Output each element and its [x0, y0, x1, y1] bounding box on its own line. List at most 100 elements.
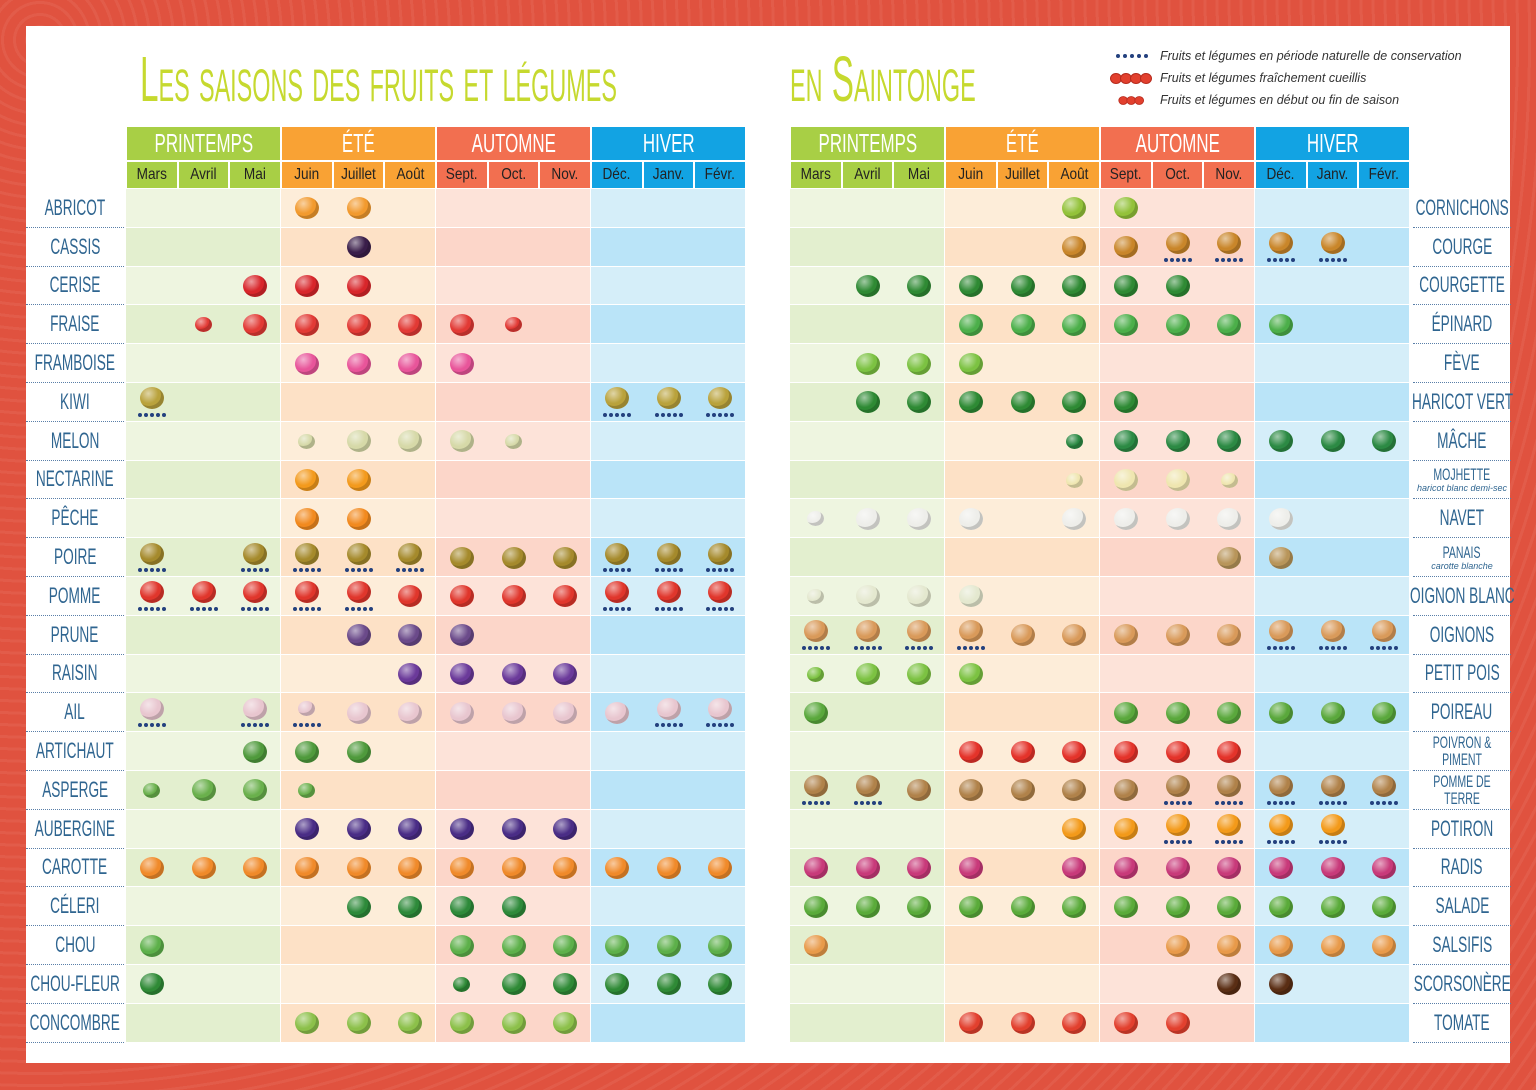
strawberry-icon: [346, 313, 371, 336]
cherry-icon: [346, 275, 371, 297]
produce-name: Ail: [64, 699, 86, 725]
melon-icon: [505, 433, 522, 449]
leek-icon: [1217, 701, 1242, 724]
row-label: Asperge: [26, 771, 124, 810]
pepper-icon: [1217, 740, 1242, 763]
zucchini-icon: [855, 275, 880, 297]
conservation-dots-icon: [654, 568, 683, 572]
row-label: Chou-fleur: [26, 965, 124, 1004]
apple-icon: [139, 581, 164, 604]
row-label: Kiwi: [26, 383, 124, 422]
onion-icon: [803, 620, 828, 643]
green-bean-icon: [1113, 391, 1138, 414]
season-band: [1100, 577, 1254, 616]
garlic-icon: [449, 701, 474, 724]
season-band: [126, 654, 280, 694]
cauliflower-icon: [708, 973, 733, 996]
month-header: Juillet: [333, 162, 384, 188]
pear-icon: [708, 542, 733, 565]
season-label: AUTOMNE: [471, 128, 556, 158]
pear-icon: [656, 542, 681, 565]
eggplant-icon: [501, 818, 526, 841]
kiwi-icon: [604, 387, 629, 410]
conservation-dots-icon: [344, 606, 373, 611]
season-label: HIVER: [642, 128, 695, 158]
melon-icon: [346, 430, 371, 453]
produce-name: Potiron: [1430, 815, 1494, 841]
leek-icon: [1372, 701, 1397, 724]
strawberry-icon: [398, 313, 423, 336]
conservation-dots-icon: [1163, 839, 1192, 844]
parsnip-icon: [1217, 546, 1242, 569]
cherry-icon: [243, 275, 268, 297]
month-label: Mai: [908, 166, 931, 183]
celery-icon: [449, 895, 474, 918]
potato-icon: [1062, 779, 1087, 802]
pepper-icon: [958, 740, 983, 763]
month-header: Févr.: [1359, 162, 1409, 188]
produce-name: Oignon blanc: [1409, 582, 1515, 608]
month-label: Mai: [244, 166, 267, 183]
conservation-dots-icon: [241, 568, 270, 572]
strawberry-icon: [243, 313, 268, 336]
garlic-icon: [604, 701, 629, 724]
pear-icon: [604, 542, 629, 565]
season-band: [281, 926, 435, 965]
produce-name: Mâche: [1437, 427, 1487, 453]
pepper-icon: [1010, 740, 1035, 763]
white-bean-icon: [1165, 469, 1190, 491]
cauliflower-icon: [453, 976, 471, 992]
carrot-icon: [398, 857, 423, 879]
conservation-dots-icon: [1266, 645, 1295, 650]
season-band: [591, 1003, 745, 1043]
row-label: Salade: [1413, 887, 1511, 927]
produce-name: Radis: [1441, 854, 1483, 880]
season-band: [1255, 577, 1409, 616]
conservation-dots-icon: [1318, 257, 1347, 262]
potato-icon: [1268, 775, 1293, 798]
pear-icon: [294, 542, 319, 565]
cauliflower-icon: [553, 973, 578, 996]
zucchini-icon: [907, 275, 932, 297]
row-label: Oignon blanc: [1410, 577, 1514, 616]
month-label: Juillet: [341, 166, 376, 183]
garlic-icon: [656, 697, 681, 720]
season-header-3: HIVER: [1256, 127, 1409, 160]
season-band: [1100, 344, 1254, 383]
month-label: Sept.: [1109, 166, 1142, 183]
season-band: [945, 538, 1099, 577]
conservation-dots-icon: [853, 800, 882, 805]
potato-icon: [855, 775, 880, 798]
row-label: Fève: [1413, 344, 1511, 383]
produce-name: Scorsonère: [1413, 970, 1511, 996]
apple-icon: [243, 581, 268, 604]
spinach-icon: [1113, 313, 1138, 336]
row-label: Pomme de terre: [1413, 771, 1511, 810]
cabbage-icon: [604, 934, 629, 957]
month-header: Sept.: [1101, 162, 1151, 188]
potato-icon: [958, 779, 983, 802]
conservation-dots-icon: [1370, 645, 1399, 650]
lettuce-icon: [1217, 895, 1242, 918]
produce-name: Raisin: [52, 660, 98, 686]
produce-name: Salsifis: [1432, 932, 1492, 958]
artichoke-icon: [346, 740, 371, 763]
produce-name: Épinard: [1431, 311, 1493, 337]
leek-icon: [1320, 701, 1345, 724]
pear-icon: [243, 542, 268, 565]
leek-icon: [1113, 701, 1138, 724]
season-band: [126, 499, 280, 539]
lettuce-icon: [803, 895, 828, 918]
season-band: [591, 344, 745, 383]
season-band: [790, 421, 944, 461]
kiwi-icon: [139, 387, 164, 410]
radish-icon: [855, 857, 880, 879]
tomato-small-icon: [1110, 95, 1154, 106]
conservation-dots-icon: [654, 606, 683, 611]
radish-icon: [958, 857, 983, 879]
carrot-icon: [656, 857, 681, 879]
produce-name: Asperge: [42, 776, 108, 802]
garlic-icon: [553, 701, 578, 724]
pea-icon: [855, 663, 880, 685]
grape-icon: [501, 663, 526, 685]
